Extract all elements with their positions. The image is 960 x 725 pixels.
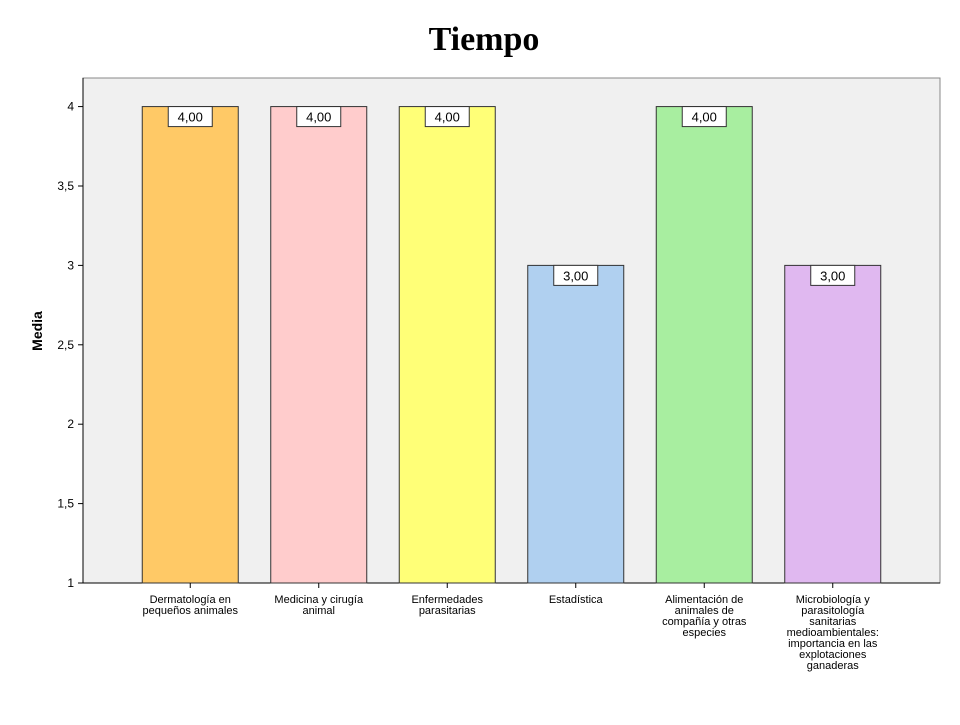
y-tick-label: 4 xyxy=(67,100,74,114)
x-tick-label-line: ganaderas xyxy=(807,660,859,672)
x-tick-label-line: sanitarias xyxy=(809,616,857,628)
y-tick-label: 2,5 xyxy=(57,338,74,352)
value-label: 4,00 xyxy=(435,110,460,125)
value-label: 3,00 xyxy=(820,268,845,283)
value-label-box xyxy=(296,106,342,128)
y-axis-label: Media xyxy=(29,311,45,351)
x-tick-label: Alimentación de animales de compañía y otr… xyxy=(662,594,747,639)
value-label: 3,00 xyxy=(563,268,588,283)
value-label-box xyxy=(553,264,599,286)
value-label-box xyxy=(424,106,470,128)
y-tick-label: 1 xyxy=(67,576,74,590)
x-tick-label-line: Alimentación de xyxy=(665,594,743,606)
x-tick-label-line: parasitarias xyxy=(419,605,476,617)
x-tick-label-line: especies xyxy=(683,627,727,639)
x-tick-label: Medicina y cirugía animal xyxy=(274,594,364,617)
x-tick-label: Dermatología en pequeños animales xyxy=(143,594,239,617)
x-tick-label: Estadística xyxy=(549,594,604,606)
x-tick-label-line: importancia en las xyxy=(788,638,878,650)
x-tick-label-line: explotaciones xyxy=(799,649,867,661)
y-tick-label: 3 xyxy=(67,258,74,272)
x-tick-label: Microbiología y parasitología sanitarias me… xyxy=(787,594,879,672)
x-tick-label-line: Medicina y cirugía xyxy=(274,594,364,606)
x-tick-label-line: Dermatología en xyxy=(150,594,231,606)
bar xyxy=(784,264,882,584)
x-tick-label-line: Enfermedades xyxy=(411,594,483,606)
bar xyxy=(270,106,368,584)
value-label-box xyxy=(167,106,213,128)
value-label: 4,00 xyxy=(306,110,331,125)
value-label-box xyxy=(681,106,727,128)
x-tick-label-line: medioambientales: xyxy=(787,627,879,639)
x-tick-label-line: Microbiología y xyxy=(796,594,870,606)
value-label-box xyxy=(810,264,856,286)
chart-title: Tiempo xyxy=(429,21,540,58)
y-tick-label: 2 xyxy=(67,417,74,431)
x-tick-label-line: animal xyxy=(303,605,335,617)
bar xyxy=(655,106,753,584)
x-tick-label-line: parasitología xyxy=(801,605,865,617)
bar xyxy=(141,106,239,584)
x-tick-label-line: animales de xyxy=(675,605,734,617)
value-label: 4,00 xyxy=(692,110,717,125)
x-tick-label-line: Estadística xyxy=(549,594,604,606)
x-tick-label: Enfermedades parasitarias xyxy=(411,594,483,617)
bar xyxy=(398,106,496,584)
x-tick-label-line: pequeños animales xyxy=(143,605,239,617)
bar xyxy=(527,264,625,584)
y-tick-label: 1,5 xyxy=(57,497,74,511)
value-label: 4,00 xyxy=(178,110,203,125)
x-tick-label-line: compañía y otras xyxy=(662,616,747,628)
y-tick-label: 3,5 xyxy=(57,179,74,193)
